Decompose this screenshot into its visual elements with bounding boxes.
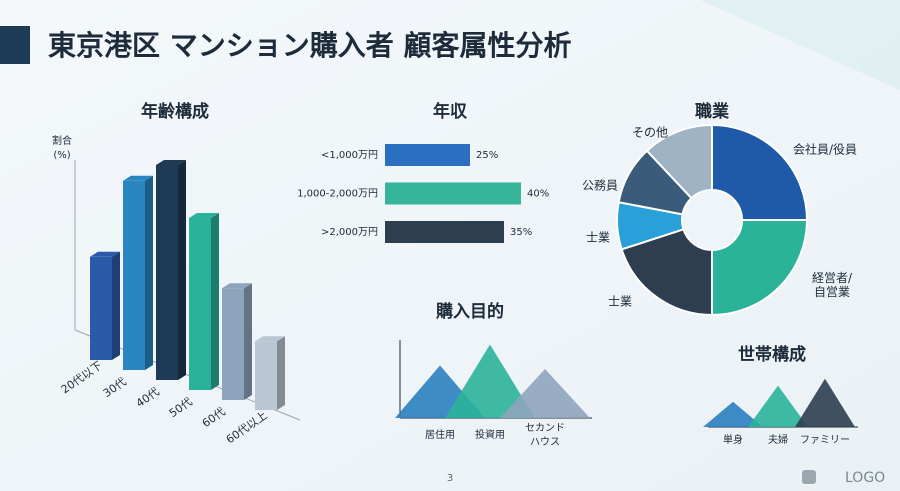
bar-face xyxy=(123,175,153,181)
slide-title: 東京港区 マンション購入者 顧客属性分析 xyxy=(48,29,572,62)
title-mark xyxy=(0,26,30,64)
slice-label: 公務員 xyxy=(582,179,618,193)
slice-label: 会社員/役員 xyxy=(793,142,857,157)
bar-face xyxy=(178,160,186,380)
x-tick-label: ファミリー xyxy=(800,435,850,446)
slice-label: その他 xyxy=(632,126,668,140)
bar-face xyxy=(90,251,120,257)
y-tick-label: 1,000-2,000万円 xyxy=(297,189,378,200)
chart-title: 購入目的 xyxy=(436,301,504,322)
bar-face xyxy=(123,180,145,370)
chart-title: 世帯構成 xyxy=(738,344,806,365)
bar-face xyxy=(255,336,285,342)
chart-title: 職業 xyxy=(695,101,729,122)
value-label: 25% xyxy=(476,150,498,161)
x-tick-label: 単身 xyxy=(723,433,743,446)
x-tick-label: セカンドハウス xyxy=(525,422,565,448)
chart-title: 年収 xyxy=(433,101,468,122)
bar-face xyxy=(156,165,178,380)
value-label: 40% xyxy=(527,189,549,200)
bar xyxy=(189,213,219,390)
y-tick-label: >2,000万円 xyxy=(321,227,378,238)
bar-face xyxy=(189,213,219,218)
slice xyxy=(711,219,809,317)
bar-face xyxy=(90,256,112,360)
slice xyxy=(645,123,713,200)
bar xyxy=(385,221,504,243)
bar-face xyxy=(189,218,211,390)
y-tick-label: <1,000万円 xyxy=(321,150,378,161)
mountain xyxy=(703,401,763,427)
page-number: 3 xyxy=(447,473,453,484)
decor xyxy=(700,0,900,90)
bar xyxy=(156,160,186,380)
bar-face xyxy=(277,336,285,410)
x-tick-label: 夫婦 xyxy=(768,434,788,446)
logo: LOGO xyxy=(845,470,885,486)
chart-title: 年齢構成 xyxy=(141,101,209,122)
bar-face xyxy=(145,175,153,370)
bar xyxy=(385,182,521,205)
bar-face xyxy=(112,251,120,360)
bar xyxy=(90,251,120,360)
bar xyxy=(255,336,285,410)
x-tick-label: 投資用 xyxy=(475,428,505,441)
bar-face xyxy=(244,283,252,400)
x-tick-label: 居住用 xyxy=(425,428,455,441)
slice xyxy=(711,123,809,221)
logo-icon xyxy=(802,470,816,484)
bar xyxy=(385,144,470,166)
mountain xyxy=(795,378,855,427)
value-label: 35% xyxy=(510,227,532,238)
mountain xyxy=(500,369,590,418)
bar-face xyxy=(222,288,244,400)
slice-label: 経営者/自営業 xyxy=(812,271,853,299)
slice-label: 士業 xyxy=(608,295,632,309)
bar-face xyxy=(156,160,186,165)
bar-face xyxy=(222,283,252,289)
bar xyxy=(222,283,252,400)
mountain xyxy=(748,385,808,427)
mountain xyxy=(445,344,535,418)
slice-label: 士業 xyxy=(586,231,610,245)
slice xyxy=(620,228,713,317)
bar xyxy=(123,175,153,370)
bar-face xyxy=(211,213,219,390)
bar-face xyxy=(255,341,277,410)
axis-label: 割合(%) xyxy=(52,134,72,161)
